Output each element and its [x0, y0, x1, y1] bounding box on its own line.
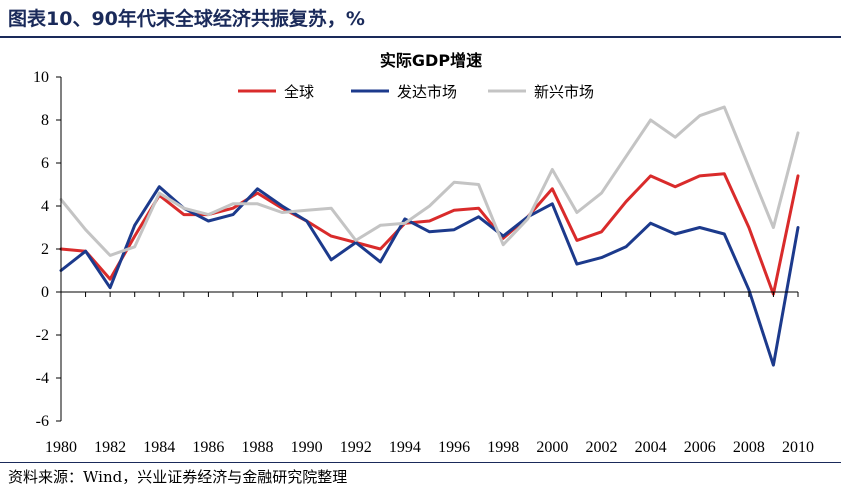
x-tick-label: 1980 [45, 439, 77, 456]
y-tick-label: 8 [41, 112, 49, 129]
legend-label-2: 发达市场 [397, 83, 457, 101]
series-line-3 [59, 105, 800, 257]
y-tick-label: 0 [41, 284, 49, 301]
x-tick-label: 1982 [94, 439, 126, 456]
gdp-growth-chart: 实际GDP增速 全球 发达市场 新兴市场 -6 -4 -2 0 2 4 6 8 10 1980 1982… [33, 51, 814, 456]
y-tick-label: -4 [36, 370, 49, 387]
title-divider [0, 36, 841, 38]
x-tick-label: 2000 [536, 439, 568, 456]
y-tick-label: 4 [41, 198, 49, 215]
x-tick-label: 1984 [143, 439, 175, 456]
x-tick-label: 1998 [487, 439, 519, 456]
x-tick-label: 2006 [684, 439, 716, 456]
x-tick-label: 2010 [782, 439, 814, 456]
x-tick-label: 2008 [733, 439, 765, 456]
legend-label-3: 新兴市场 [534, 83, 594, 101]
chart-legend: 全球 发达市场 新兴市场 [238, 83, 594, 101]
x-tick-label: 1986 [192, 439, 224, 456]
y-tick-label: -2 [36, 327, 49, 344]
x-tick-label: 1996 [438, 439, 470, 456]
legend-label-1: 全球 [284, 83, 314, 101]
series-line-2 [59, 185, 800, 367]
axes-layer: -6 -4 -2 0 2 4 6 8 10 1980 1982 1984 1986 1988 1990 199… [33, 69, 814, 456]
source-note: 资料来源：Wind，兴业证券经济与金融研究院整理 [8, 468, 348, 486]
x-tick-label: 2002 [585, 439, 617, 456]
series-layer [59, 105, 800, 367]
y-tick-label: 6 [41, 155, 49, 172]
y-tick-label: -6 [36, 413, 49, 430]
x-tick-label: 1992 [340, 439, 372, 456]
y-tick-label: 2 [41, 241, 49, 258]
chart-title: 实际GDP增速 [380, 51, 482, 70]
figure-title: 图表10、90年代末全球经济共振复苏，% [8, 8, 365, 30]
x-tick-label: 1988 [242, 439, 274, 456]
source-divider [0, 462, 841, 463]
series-line-1 [59, 172, 800, 296]
x-tick-label: 1994 [389, 439, 421, 456]
y-tick-label: 10 [33, 69, 49, 86]
x-tick-label: 1990 [291, 439, 323, 456]
x-tick-label: 2004 [635, 439, 667, 456]
